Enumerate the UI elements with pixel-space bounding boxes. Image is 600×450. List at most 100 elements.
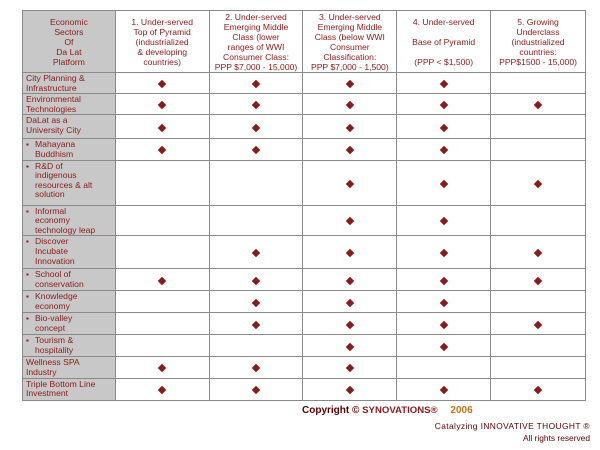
matrix-cell (302, 138, 398, 161)
table-row: School of conservation (22, 268, 586, 292)
diamond-bullet-icon (345, 364, 355, 373)
table-row: Wellness SPA Industry (22, 356, 586, 379)
matrix-cell (302, 71, 398, 95)
matrix-cell (396, 114, 492, 140)
table-row: Bio-valley concept (22, 312, 586, 336)
matrix-cell (490, 204, 586, 237)
diamond-bullet-icon (157, 146, 167, 155)
diamond-bullet-icon (345, 320, 355, 330)
diamond-bullet-icon (533, 385, 543, 395)
diamond-bullet-icon (345, 101, 355, 110)
matrix-cell (208, 204, 304, 237)
diamond-bullet-icon (439, 385, 448, 395)
row-label: Triple Bottom Line Investment (22, 377, 116, 401)
matrix-cell (396, 235, 492, 270)
diamond-bullet-icon (439, 217, 448, 226)
matrix-cell (302, 356, 398, 379)
row-label: Mahayana Buddhism (22, 138, 116, 161)
diamond-bullet-icon (439, 146, 448, 155)
diamond-bullet-icon (439, 179, 448, 188)
diamond-bullet-icon (345, 298, 355, 308)
diamond-bullet-icon (533, 276, 543, 286)
matrix-cell (302, 93, 398, 116)
matrix-cell (208, 71, 304, 95)
diamond-bullet-icon (533, 179, 543, 188)
matrix-cell (396, 159, 492, 206)
row-label: Discover Incubate Innovation (22, 235, 116, 270)
matrix-cell (490, 138, 586, 161)
matrix-cell (490, 114, 586, 140)
diamond-bullet-icon (439, 101, 448, 110)
matrix-cell (490, 312, 586, 336)
sector-matrix-table: Economic Sectors Of Da Lat Platform 1. U… (22, 10, 586, 401)
diamond-bullet-icon (439, 298, 448, 308)
matrix-cell (396, 268, 492, 292)
matrix-cell (114, 290, 210, 314)
diamond-bullet-icon (251, 320, 261, 330)
row-label: School of conservation (22, 268, 116, 292)
diamond-bullet-icon (533, 320, 543, 330)
row-label: DaLat as a University City (22, 114, 116, 140)
diamond-bullet-icon (157, 385, 167, 395)
table-row: Tourism & hospitality (22, 334, 586, 358)
footer-copyright: Copyright © SYNOVATIONS® 2006 (302, 405, 473, 416)
diamond-bullet-icon (345, 385, 355, 395)
matrix-cell (114, 334, 210, 358)
matrix-cell (396, 138, 492, 161)
diamond-bullet-icon (439, 320, 448, 330)
matrix-cell (490, 356, 586, 379)
matrix-cell (490, 93, 586, 116)
diamond-bullet-icon (157, 276, 167, 286)
diamond-bullet-icon (439, 79, 448, 89)
row-label: Bio-valley concept (22, 312, 116, 336)
diamond-bullet-icon (345, 342, 355, 352)
matrix-cell (114, 377, 210, 401)
diamond-bullet-icon (345, 146, 355, 155)
row-label: Tourism & hospitality (22, 334, 116, 358)
diamond-bullet-icon (251, 123, 261, 133)
diamond-bullet-icon (533, 249, 543, 258)
header-emerging-middle-below: 3. Under-served Emerging Middle Class (b… (302, 10, 398, 73)
matrix-cell (208, 334, 304, 358)
diamond-bullet-icon (345, 123, 355, 133)
matrix-cell (208, 93, 304, 116)
matrix-cell (114, 235, 210, 270)
header-emerging-middle-lower: 2. Under-served Emerging Middle Class (l… (208, 10, 304, 73)
diamond-bullet-icon (439, 249, 448, 258)
matrix-cell (114, 312, 210, 336)
matrix-cell (114, 159, 210, 206)
matrix-cell (302, 377, 398, 401)
table-row: R&D of indigenous resources & alt soluti… (22, 159, 586, 206)
row-label: Knowledge economy (22, 290, 116, 314)
footer-tagline: Catalyzing INNOVATIVE THOUGHT ® (434, 421, 590, 431)
table-row: City Planning & Infrastructure (22, 71, 586, 95)
matrix-cell (490, 159, 586, 206)
matrix-cell (490, 268, 586, 292)
diamond-bullet-icon (157, 101, 167, 110)
matrix-cell (114, 204, 210, 237)
matrix-cell (396, 312, 492, 336)
matrix-cell (302, 312, 398, 336)
matrix-cell (302, 204, 398, 237)
matrix-cell (302, 235, 398, 270)
table-row: Knowledge economy (22, 290, 586, 314)
matrix-cell (396, 377, 492, 401)
matrix-cell (114, 268, 210, 292)
diamond-bullet-icon (251, 249, 261, 258)
diamond-bullet-icon (345, 276, 355, 286)
row-label: Environmental Technologies (22, 93, 116, 116)
diamond-bullet-icon (251, 101, 261, 110)
diamond-bullet-icon (439, 123, 448, 133)
matrix-cell (114, 71, 210, 95)
diamond-bullet-icon (345, 217, 355, 226)
matrix-cell (396, 290, 492, 314)
diamond-bullet-icon (251, 79, 261, 89)
matrix-cell (114, 356, 210, 379)
matrix-cell (490, 290, 586, 314)
matrix-cell (114, 138, 210, 161)
diamond-bullet-icon (251, 385, 261, 395)
matrix-cell (208, 290, 304, 314)
matrix-cell (208, 356, 304, 379)
matrix-cell (490, 71, 586, 95)
table-row: Discover Incubate Innovation (22, 235, 586, 270)
